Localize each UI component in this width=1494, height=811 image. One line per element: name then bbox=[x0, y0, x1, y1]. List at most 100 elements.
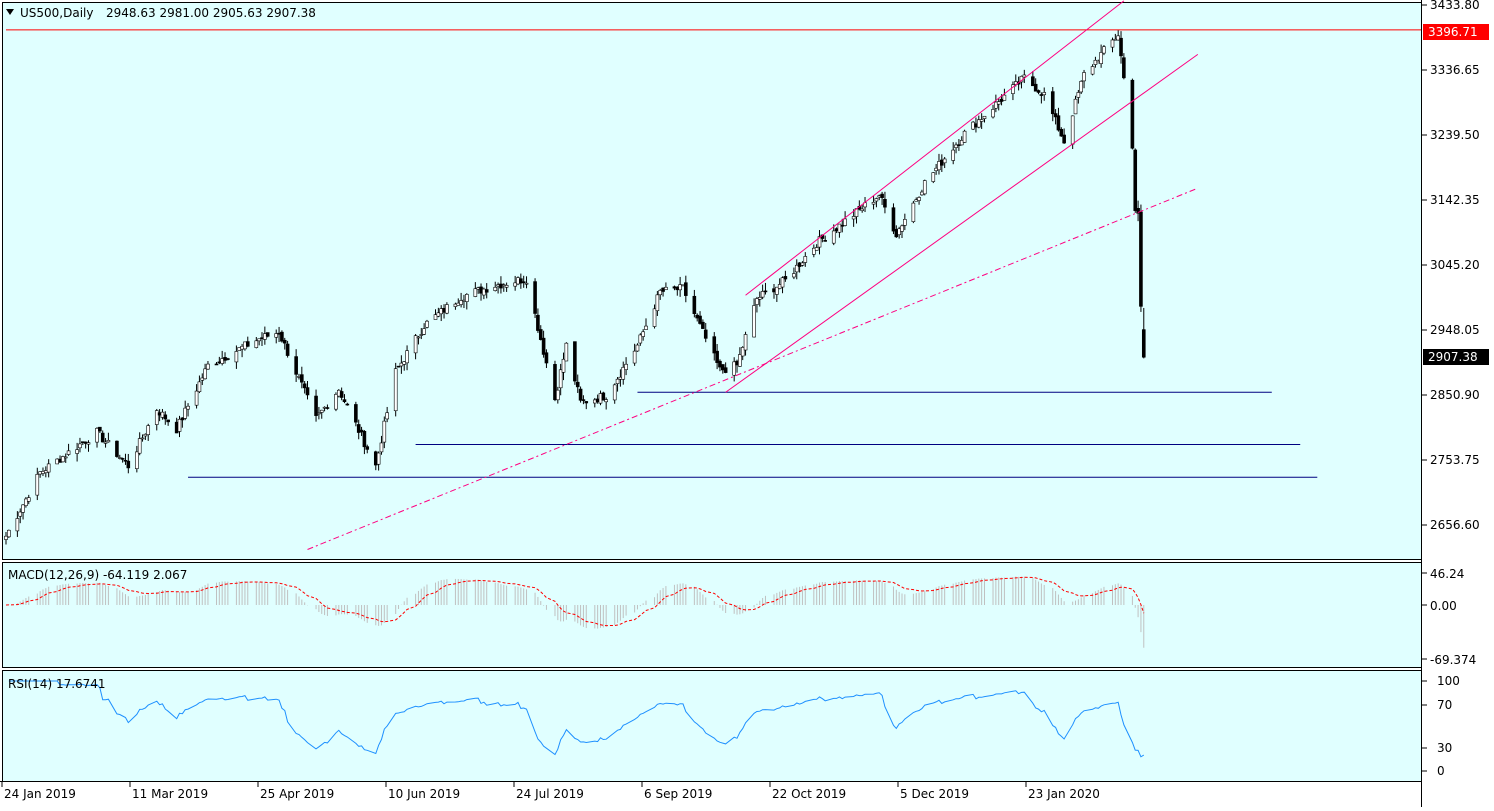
candle-body bbox=[615, 378, 620, 384]
candle-body bbox=[755, 298, 759, 305]
candle-body bbox=[206, 363, 210, 370]
candle-body bbox=[723, 367, 728, 373]
candle-body bbox=[245, 341, 250, 347]
candle-body bbox=[117, 457, 122, 459]
candle-body bbox=[581, 399, 586, 401]
date-label: 6 Sep 2019 bbox=[644, 787, 712, 801]
channel-lower-line bbox=[725, 53, 1199, 393]
candle-body bbox=[994, 101, 998, 109]
candle-body bbox=[612, 384, 617, 401]
candle-body bbox=[305, 387, 310, 396]
candle-body bbox=[15, 518, 20, 532]
macd-pane[interactable] bbox=[2, 562, 1422, 668]
date-label: 5 Dec 2019 bbox=[900, 787, 969, 801]
candle-body bbox=[800, 262, 805, 266]
candle-body bbox=[1133, 149, 1138, 211]
candle-body bbox=[75, 449, 79, 454]
price-tick: 3336.65 bbox=[1430, 63, 1480, 77]
candle-body bbox=[382, 420, 387, 443]
rsi-tick: 70 bbox=[1437, 698, 1452, 712]
candle-body bbox=[416, 336, 421, 339]
candle-body bbox=[604, 399, 608, 403]
candle-body bbox=[684, 282, 688, 296]
candle-body bbox=[376, 452, 381, 465]
current-price-label: 2907.38 bbox=[1428, 350, 1478, 364]
candle-body bbox=[1073, 98, 1078, 115]
candle-body bbox=[146, 425, 151, 435]
price-tick: 3142.35 bbox=[1430, 193, 1480, 207]
channel-upper-line bbox=[745, 0, 1125, 296]
candle-body bbox=[334, 394, 338, 410]
price-axis-area[interactable] bbox=[1422, 0, 1494, 807]
candle-body bbox=[66, 450, 71, 455]
candle-body bbox=[21, 504, 25, 513]
date-label: 23 Jan 2020 bbox=[1028, 787, 1100, 801]
candle-body bbox=[186, 405, 190, 410]
dropdown-triangle-icon[interactable] bbox=[6, 9, 14, 15]
candle-body bbox=[314, 395, 318, 416]
candle-body bbox=[103, 441, 108, 444]
candle-body bbox=[177, 418, 182, 432]
macd-title: MACD(12,26,9) -64.119 2.067 bbox=[8, 568, 187, 582]
candle-body bbox=[98, 426, 102, 432]
candle-body bbox=[573, 341, 577, 382]
date-label: 10 Jun 2019 bbox=[388, 787, 460, 801]
time-axis-area[interactable] bbox=[0, 782, 1422, 807]
rsi-pane[interactable] bbox=[2, 670, 1422, 782]
price-axis: 3433.80 3336.65 3239.50 3142.35 3045.20 … bbox=[1422, 0, 1480, 532]
rsi-tick: 30 bbox=[1437, 741, 1452, 755]
candle-body bbox=[743, 334, 748, 351]
candle-body bbox=[1056, 115, 1061, 131]
candle-body bbox=[393, 368, 398, 412]
macd-series bbox=[5, 576, 1145, 648]
candle-body bbox=[300, 374, 304, 383]
date-label: 22 Oct 2019 bbox=[772, 787, 846, 801]
candle-body bbox=[513, 282, 517, 287]
candle-body bbox=[425, 320, 429, 328]
candle-body bbox=[126, 460, 131, 469]
candle-body bbox=[641, 331, 645, 337]
candle-body bbox=[214, 363, 219, 366]
candle-body bbox=[18, 511, 23, 517]
candle-body bbox=[556, 389, 560, 401]
rsi-line bbox=[8, 680, 1145, 758]
candle-body bbox=[419, 334, 424, 336]
candle-body bbox=[658, 290, 663, 296]
drawn-lines bbox=[6, 0, 1421, 550]
candle-body bbox=[4, 535, 8, 540]
candle-body bbox=[100, 432, 105, 443]
candle-body bbox=[1141, 329, 1146, 358]
ohlc-readout: 2948.63 2981.00 2905.63 2907.38 bbox=[106, 6, 316, 20]
candle-body bbox=[891, 207, 896, 232]
candle-body bbox=[257, 338, 261, 342]
candle-body bbox=[365, 446, 370, 450]
rsi-tick: 100 bbox=[1437, 674, 1460, 688]
candle-body bbox=[24, 498, 28, 506]
candle-body bbox=[200, 377, 205, 381]
date-label: 25 Apr 2019 bbox=[260, 787, 334, 801]
candle-body bbox=[524, 282, 529, 285]
candle-body bbox=[931, 172, 936, 182]
candle-body bbox=[775, 286, 779, 295]
rsi-series bbox=[8, 680, 1145, 758]
candle-body bbox=[7, 529, 11, 538]
candle-body bbox=[1002, 94, 1007, 101]
candle-body bbox=[740, 347, 745, 357]
candle-body bbox=[436, 312, 441, 317]
candle-body bbox=[831, 230, 836, 244]
candle-body bbox=[46, 463, 51, 473]
candle-body bbox=[996, 101, 1001, 105]
date-label: 24 Jul 2019 bbox=[516, 787, 584, 801]
candle-body bbox=[1062, 134, 1066, 144]
main-price-pane[interactable] bbox=[2, 2, 1422, 560]
candle-body bbox=[976, 119, 981, 128]
candle-body bbox=[664, 286, 668, 291]
candle-body bbox=[140, 437, 145, 440]
candle-body bbox=[871, 201, 876, 205]
candle-body bbox=[1031, 76, 1035, 87]
macd-signal-line bbox=[5, 576, 1145, 627]
candle-body bbox=[752, 305, 756, 338]
price-tick: 2948.05 bbox=[1430, 323, 1480, 337]
